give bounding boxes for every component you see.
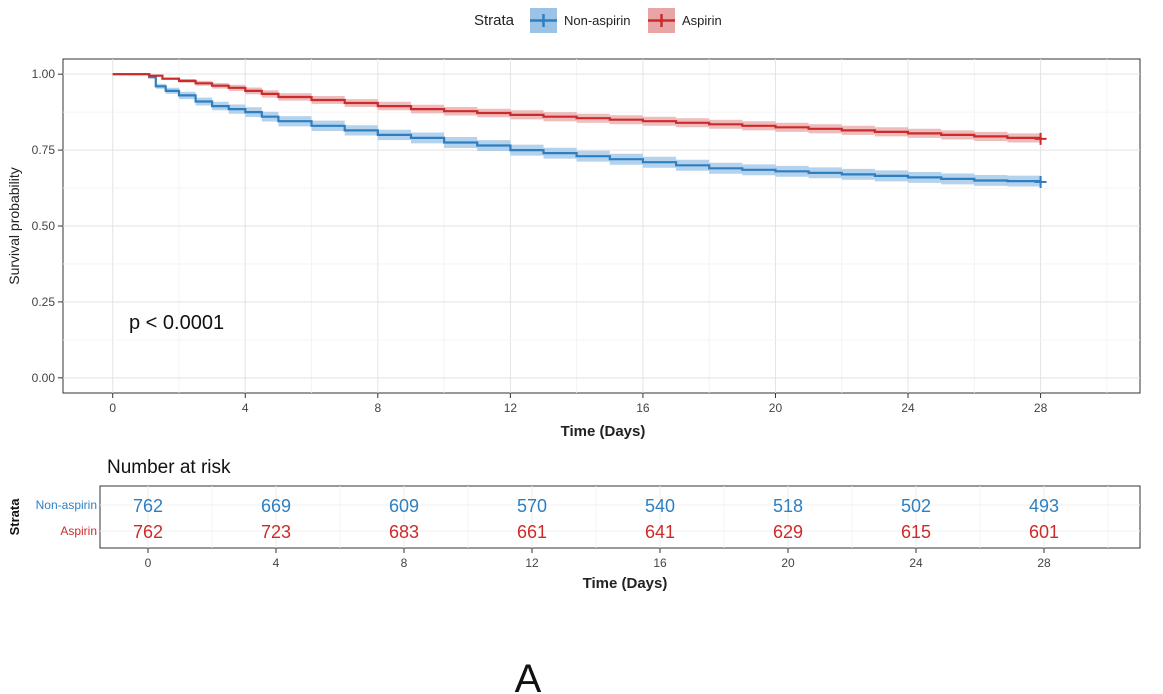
y-tick-label: 0.25 xyxy=(32,295,56,309)
risk-cell-non-aspirin: 570 xyxy=(517,496,547,516)
risk-table-y-label: Strata xyxy=(7,498,22,536)
risk-cell-non-aspirin: 609 xyxy=(389,496,419,516)
risk-cell-aspirin: 641 xyxy=(645,522,675,542)
risk-cell-aspirin: 723 xyxy=(261,522,291,542)
risk-cell-aspirin: 615 xyxy=(901,522,931,542)
x-tick-label: 24 xyxy=(901,401,915,415)
ci-band-aspirin xyxy=(112,74,1041,144)
main-grid xyxy=(63,59,1140,393)
ci-band-non-aspirin xyxy=(112,74,1041,188)
risk-cell-non-aspirin: 493 xyxy=(1029,496,1059,516)
x-axis-label: Time (Days) xyxy=(561,423,646,440)
x-tick-label: 20 xyxy=(769,401,783,415)
y-tick-label: 0.50 xyxy=(32,219,56,233)
survival-line-aspirin xyxy=(112,73,1042,139)
legend: Strata Non-aspirin Aspirin xyxy=(474,8,722,33)
risk-cell-aspirin: 661 xyxy=(517,522,547,542)
x-tick-label: 28 xyxy=(1034,401,1048,415)
survival-curves xyxy=(112,73,1047,188)
risk-cell-non-aspirin: 518 xyxy=(773,496,803,516)
y-axis-label: Survival probability xyxy=(6,167,22,285)
risk-cell-non-aspirin: 669 xyxy=(261,496,291,516)
risk-table-panel xyxy=(99,485,1141,549)
risk-cell-non-aspirin: 540 xyxy=(645,496,675,516)
risk-cell-aspirin: 629 xyxy=(773,522,803,542)
x-tick-label: 16 xyxy=(636,401,650,415)
y-tick-label: 0.75 xyxy=(32,143,56,157)
risk-row-label-aspirin: Aspirin xyxy=(60,524,97,538)
risk-x-tick-label: 4 xyxy=(273,556,280,570)
risk-table-cells: Non-aspirin 762 669 609 570 540 518 502 493 Aspir… xyxy=(36,496,1059,542)
risk-x-tick-label: 0 xyxy=(145,556,152,570)
risk-x-tick-label: 8 xyxy=(401,556,408,570)
risk-table-grid xyxy=(100,486,1140,548)
risk-cell-aspirin: 683 xyxy=(389,522,419,542)
risk-table-ticks: 0 4 8 12 16 20 24 28 xyxy=(145,548,1051,570)
risk-x-tick-label: 12 xyxy=(525,556,539,570)
legend-label-aspirin: Aspirin xyxy=(682,13,722,28)
risk-x-tick-label: 24 xyxy=(909,556,923,570)
x-tick-label: 8 xyxy=(374,401,381,415)
risk-x-tick-label: 16 xyxy=(653,556,667,570)
risk-cell-non-aspirin: 502 xyxy=(901,496,931,516)
risk-cell-aspirin: 601 xyxy=(1029,522,1059,542)
risk-x-tick-label: 28 xyxy=(1037,556,1051,570)
axis-ticks: 0 4 8 12 16 20 24 28 0.00 0.25 0.50 0.75 1.00 xyxy=(32,67,1048,415)
confidence-bands xyxy=(112,74,1041,188)
survival-line-non-aspirin xyxy=(112,73,1042,183)
figure-panel-label: A xyxy=(515,657,542,694)
risk-table-x-label: Time (Days) xyxy=(583,575,668,592)
p-value-annotation: p < 0.0001 xyxy=(129,312,224,334)
risk-cell-non-aspirin: 762 xyxy=(133,496,163,516)
risk-table-title: Number at risk xyxy=(107,457,231,478)
legend-title: Strata xyxy=(474,12,515,29)
x-tick-label: 12 xyxy=(504,401,518,415)
y-tick-label: 1.00 xyxy=(32,67,56,81)
x-tick-label: 0 xyxy=(109,401,116,415)
x-tick-label: 4 xyxy=(242,401,249,415)
risk-cell-aspirin: 762 xyxy=(133,522,163,542)
y-tick-label: 0.00 xyxy=(32,371,56,385)
risk-x-tick-label: 20 xyxy=(781,556,795,570)
legend-label-non-aspirin: Non-aspirin xyxy=(564,13,630,28)
risk-row-label-non-aspirin: Non-aspirin xyxy=(36,498,97,512)
